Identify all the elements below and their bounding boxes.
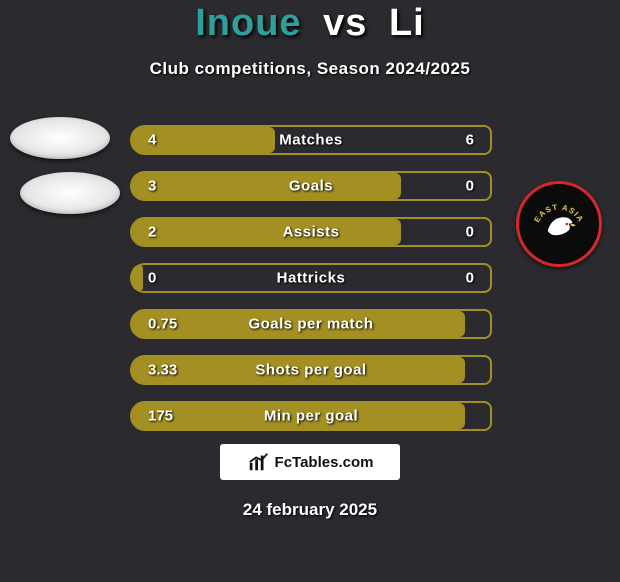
stats-bars: 4Matches63Goals02Assists00Hattricks00.75… <box>130 125 492 431</box>
subtitle: Club competitions, Season 2024/2025 <box>0 59 620 79</box>
player1-name: Inoue <box>195 2 301 44</box>
stat-row: 0.75Goals per match <box>130 309 492 339</box>
stat-label: Shots per goal <box>132 362 490 379</box>
stat-right-value: 0 <box>466 178 474 195</box>
chart-icon <box>247 451 269 473</box>
stat-right-value: 0 <box>466 224 474 241</box>
stat-label: Hattricks <box>132 270 490 287</box>
stat-label: Matches <box>132 132 490 149</box>
vs-label: vs <box>323 2 367 44</box>
stat-row: 2Assists0 <box>130 217 492 247</box>
stat-label: Assists <box>132 224 490 241</box>
stat-right-value: 6 <box>466 132 474 149</box>
stat-row: 3.33Shots per goal <box>130 355 492 385</box>
player1-club-placeholder <box>20 172 120 214</box>
stat-row: 4Matches6 <box>130 125 492 155</box>
date: 24 february 2025 <box>0 500 620 520</box>
stat-row: 3Goals0 <box>130 171 492 201</box>
stat-right-value: 0 <box>466 270 474 287</box>
stat-label: Goals <box>132 178 490 195</box>
stat-row: 0Hattricks0 <box>130 263 492 293</box>
brand-tag[interactable]: FcTables.com <box>220 444 400 480</box>
stat-label: Goals per match <box>132 316 490 333</box>
stat-label: Min per goal <box>132 408 490 425</box>
player2-club-crest: EAST ASIA <box>516 181 602 267</box>
title: Inoue vs Li <box>0 2 620 45</box>
crest-icon: EAST ASIA <box>531 196 587 252</box>
brand-text: FcTables.com <box>275 454 374 471</box>
comparison-card: Inoue vs Li Club competitions, Season 20… <box>0 2 620 582</box>
player1-avatar-placeholder <box>10 117 110 159</box>
player2-name: Li <box>389 2 425 44</box>
stat-row: 175Min per goal <box>130 401 492 431</box>
